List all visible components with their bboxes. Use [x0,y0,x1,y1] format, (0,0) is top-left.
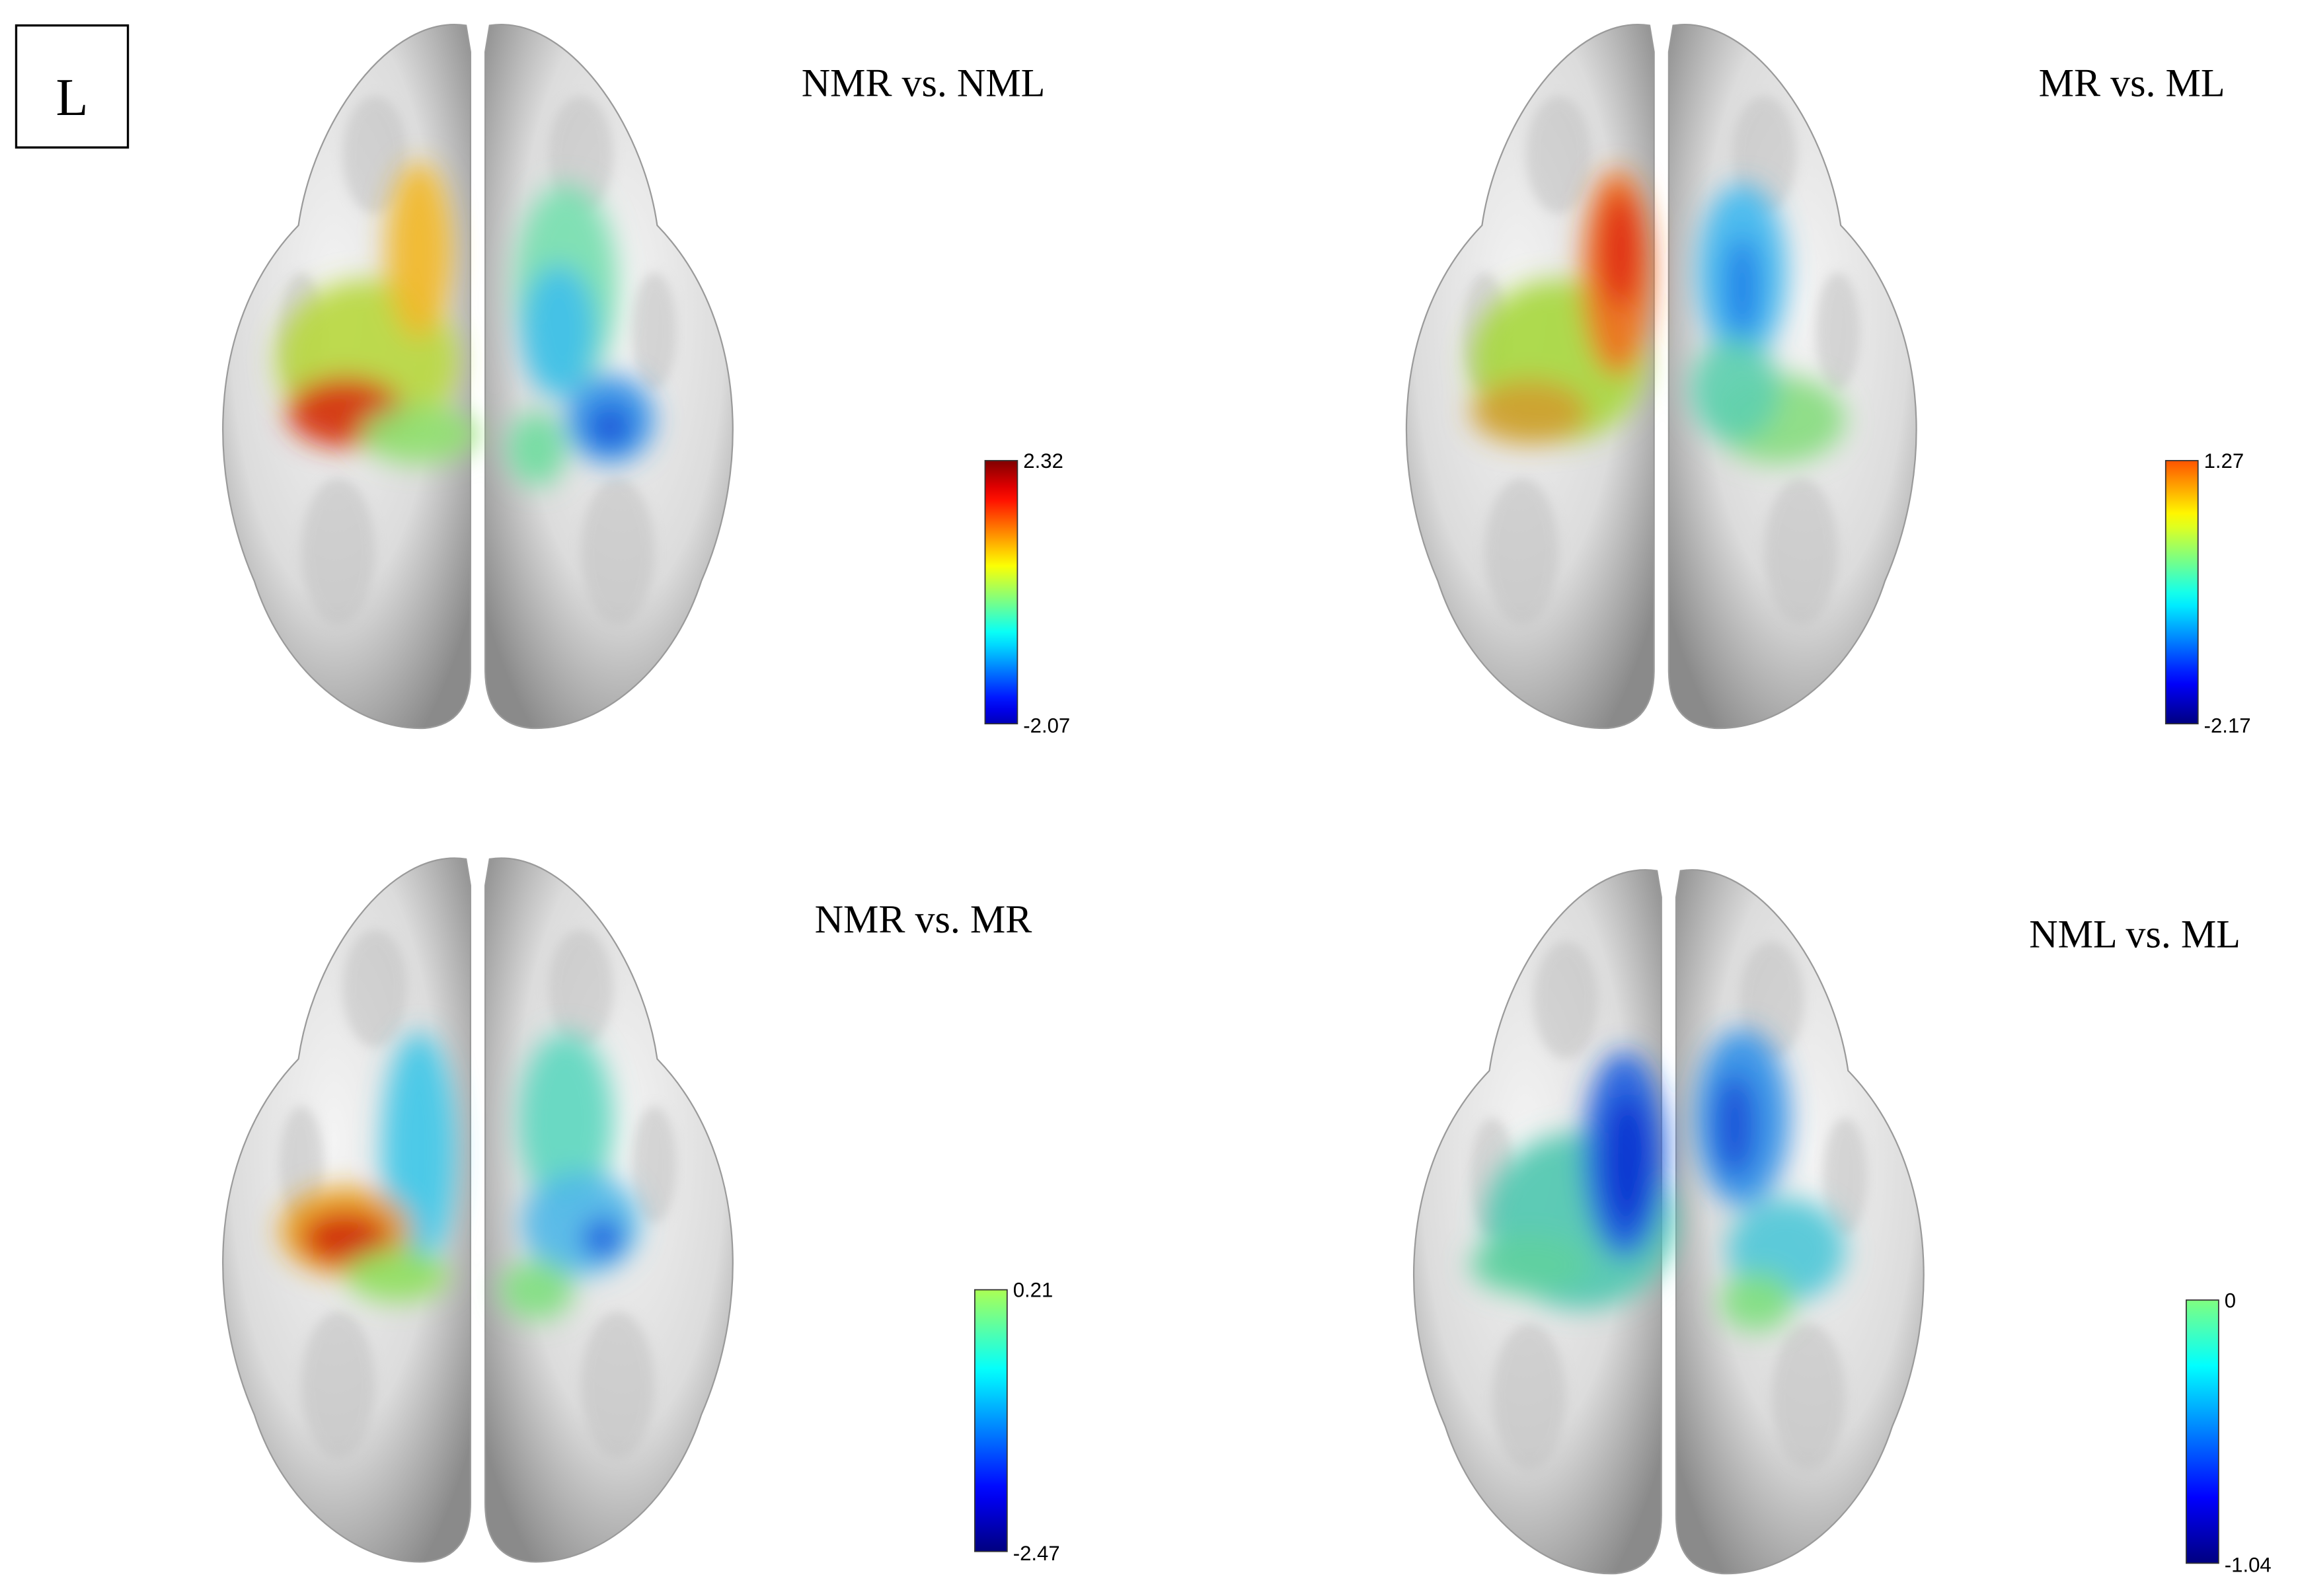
panel-title: NML vs. ML [2029,911,2241,956]
activation-map [1470,1029,1845,1331]
colorbar [984,460,1018,725]
activation-blob [519,1032,613,1209]
sulcus [1533,941,1599,1059]
panel-title: MR vs. ML [2039,60,2225,104]
activation-blob [590,406,631,447]
sulcus [632,1106,677,1224]
colorbar [2164,460,2199,725]
activation-blob [521,1172,640,1275]
activation-map [276,162,654,486]
activation-blob [582,1217,624,1259]
sulcus [632,272,677,391]
colorbar-min: -2.17 [2204,714,2251,738]
sulcus [548,929,613,1047]
colorbar-max: 1.27 [2204,449,2244,473]
activation-blob [301,1211,390,1265]
sulcus [1526,96,1591,214]
sulcus [1484,478,1559,626]
activation-blob [1470,1235,1588,1295]
panel-label: L [56,69,89,127]
brain-panel [1405,24,1917,729]
colorbar-min: -2.07 [1023,714,1070,738]
activation-blob [387,162,451,339]
activation-blob [360,404,478,464]
colorbar-max: 0.21 [1013,1279,1053,1302]
label-box [15,24,130,149]
activation-blob [1691,338,1779,442]
activation-blob [1605,1095,1650,1229]
sulcus [548,96,613,214]
sulcus [342,96,408,214]
activation-blob [521,265,595,398]
activation-blob [507,412,566,486]
activation-blob [1714,1073,1756,1177]
brain-panel [1413,869,1925,1575]
sulcus [580,1311,654,1459]
sulcus [1816,272,1860,391]
colorbar [974,1289,1008,1552]
panel-title: NMR vs. MR [815,897,1032,941]
sulcus [1823,1118,1868,1236]
sulcus [301,478,375,626]
activation-blob [1599,191,1641,309]
sulcus [1492,1323,1566,1471]
sulcus [342,929,408,1047]
sulcus [1732,96,1797,214]
sulcus [301,1311,375,1459]
colorbar-max: 0 [2225,1289,2236,1312]
activation-map [1470,169,1845,464]
sulcus [580,478,654,626]
activation-blob [500,1260,574,1320]
sulcus [1764,478,1838,626]
colorbar [2186,1299,2219,1564]
brain-panel [222,24,734,729]
activation-blob [345,1248,449,1302]
activation-blob [1470,379,1588,445]
activation-blob [1724,235,1760,339]
brain-panel [222,857,734,1563]
panel-title: NMR vs. NML [802,60,1046,104]
activation-blob [1720,1272,1794,1331]
colorbar-min: -2.47 [1013,1542,1060,1565]
activation-map [279,1032,640,1320]
sulcus [1771,1323,1845,1471]
colorbar-min: -1.04 [2225,1554,2272,1577]
colorbar-max: 2.32 [1023,449,1063,473]
sulcus [1739,941,1804,1059]
